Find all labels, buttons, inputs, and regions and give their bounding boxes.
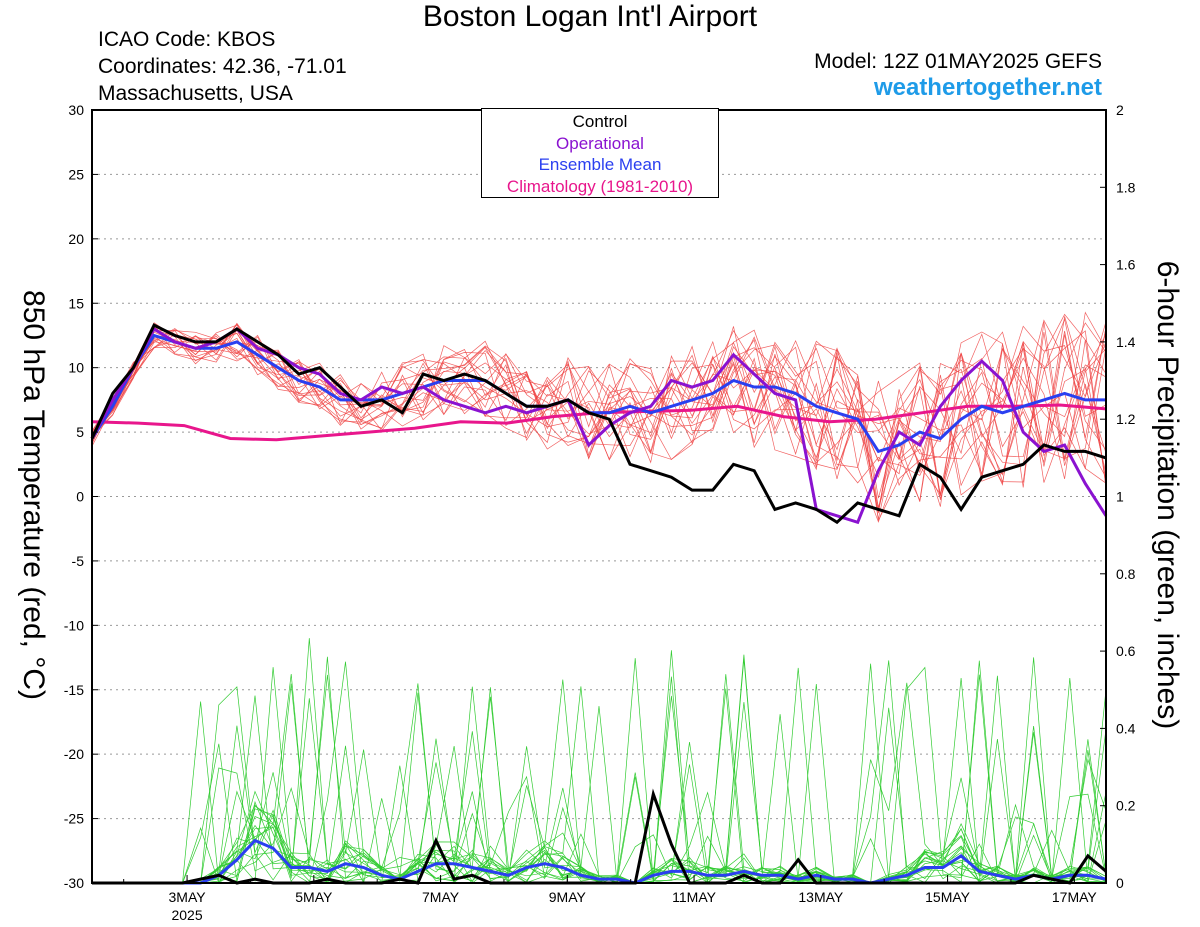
legend-climatology: Climatology (1981-2010): [506, 176, 694, 196]
y-tick-label: -20: [64, 746, 84, 762]
legend: Control Operational Ensemble Mean Climat…: [481, 108, 719, 198]
axis-ticks: 302520151050-5-10-15-20-25-3021.81.61.41…: [64, 102, 1136, 923]
x-tick-label: 11MAY: [672, 889, 716, 905]
temp-member-line: [91, 322, 1107, 478]
icao-code: ICAO Code: KBOS: [98, 28, 276, 51]
precip-member-line: [92, 658, 1107, 884]
station-info: ICAO Code: KBOS Coordinates: 42.36, -71.…: [98, 26, 347, 107]
precip-member-line: [92, 654, 1107, 884]
x-tick-year: 2025: [171, 907, 202, 923]
temp-member-line: [91, 311, 1107, 513]
legend-ensemble-mean: Ensemble Mean: [538, 155, 662, 174]
temp-member-line: [91, 324, 1107, 520]
precip-member-line: [92, 657, 1107, 884]
y-tick-label: -15: [64, 682, 84, 698]
y-tick-label: 10: [68, 360, 84, 376]
y-tick-label: 0: [76, 489, 84, 505]
precip-member-line: [92, 667, 1107, 884]
mean-precip-line: [92, 838, 1107, 885]
y2-tick-label: 0.6: [1116, 643, 1136, 659]
y-tick-label: -10: [64, 617, 84, 633]
temp-member-line: [91, 321, 1107, 522]
y-tick-label: 15: [68, 295, 84, 311]
y2-tick-label: 0.2: [1116, 798, 1136, 814]
control-line: [90, 323, 1107, 525]
precip-member-line: [92, 695, 1107, 884]
precip-member-line: [92, 661, 1107, 884]
legend-control: Control: [572, 112, 628, 131]
x-tick-label: 3MAY: [169, 889, 207, 905]
precip-ensemble-members: [92, 638, 1107, 884]
precip-member-line: [92, 660, 1107, 884]
legend-operational: Operational: [556, 133, 644, 153]
y-tick-label: 5: [76, 424, 84, 440]
y-tick-label: 30: [68, 102, 84, 118]
y2-tick-label: 0: [1116, 875, 1124, 891]
y-tick-label: 25: [68, 166, 84, 182]
x-tick-label: 13MAY: [798, 889, 844, 905]
y2-tick-label: 1.8: [1116, 179, 1136, 195]
y2-tick-label: 2: [1116, 102, 1124, 118]
x-tick-label: 5MAY: [295, 889, 333, 905]
ensemble-mean-line: [90, 333, 1106, 454]
y-axis-label-left: 850 hPa Temperature (red, °C): [17, 290, 50, 700]
x-tick-label: 9MAY: [549, 889, 587, 905]
region: Massachusetts, USA: [98, 82, 293, 105]
precip-member-line: [92, 673, 1107, 884]
operational-line: [90, 326, 1108, 525]
y2-tick-label: 1: [1116, 489, 1124, 505]
chart-title: Boston Logan Int'l Airport: [422, 0, 758, 33]
y-tick-label: -30: [64, 875, 84, 891]
x-tick-label: 15MAY: [925, 889, 971, 905]
y-tick-label: -5: [72, 553, 85, 569]
x-tick-label: 17MAY: [1052, 889, 1098, 905]
y2-tick-label: 0.8: [1116, 566, 1136, 582]
y2-tick-label: 1.4: [1116, 334, 1136, 350]
temp-member-line: [91, 325, 1107, 507]
y-axis-label-right: 6-hour Precipitation (green, inches): [1151, 260, 1184, 730]
site-link[interactable]: weathertogether.net: [873, 74, 1102, 101]
y-tick-label: -25: [64, 811, 84, 827]
y2-tick-label: 0.4: [1116, 720, 1136, 736]
precip-member-line: [92, 656, 1107, 884]
x-tick-label: 7MAY: [422, 889, 460, 905]
temp-member-line: [91, 316, 1107, 476]
y2-tick-label: 1.2: [1116, 411, 1136, 427]
model-label: Model: 12Z 01MAY2025 GEFS: [814, 50, 1102, 73]
y-tick-label: 20: [68, 231, 84, 247]
coordinates: Coordinates: 42.36, -71.01: [98, 55, 347, 78]
y2-tick-label: 1.6: [1116, 257, 1136, 273]
temp-member-line: [91, 329, 1107, 510]
